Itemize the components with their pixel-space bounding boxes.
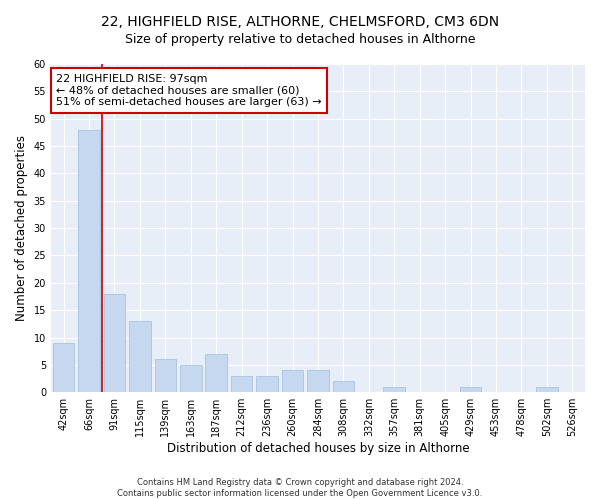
Bar [155, 360, 176, 392]
Text: Size of property relative to detached houses in Althorne: Size of property relative to detached ho… [125, 32, 475, 46]
Bar [129, 321, 151, 392]
Bar [383, 386, 405, 392]
Y-axis label: Number of detached properties: Number of detached properties [15, 135, 28, 321]
Bar [53, 343, 74, 392]
Text: 22 HIGHFIELD RISE: 97sqm
← 48% of detached houses are smaller (60)
51% of semi-d: 22 HIGHFIELD RISE: 97sqm ← 48% of detach… [56, 74, 322, 107]
Bar [104, 294, 125, 392]
Text: 22, HIGHFIELD RISE, ALTHORNE, CHELMSFORD, CM3 6DN: 22, HIGHFIELD RISE, ALTHORNE, CHELMSFORD… [101, 15, 499, 29]
Bar [460, 386, 481, 392]
Bar [332, 382, 354, 392]
Bar [205, 354, 227, 392]
X-axis label: Distribution of detached houses by size in Althorne: Distribution of detached houses by size … [167, 442, 469, 455]
Bar [256, 376, 278, 392]
Bar [307, 370, 329, 392]
Bar [231, 376, 253, 392]
Bar [282, 370, 304, 392]
Bar [180, 365, 202, 392]
Bar [536, 386, 557, 392]
Bar [78, 130, 100, 392]
Text: Contains HM Land Registry data © Crown copyright and database right 2024.
Contai: Contains HM Land Registry data © Crown c… [118, 478, 482, 498]
